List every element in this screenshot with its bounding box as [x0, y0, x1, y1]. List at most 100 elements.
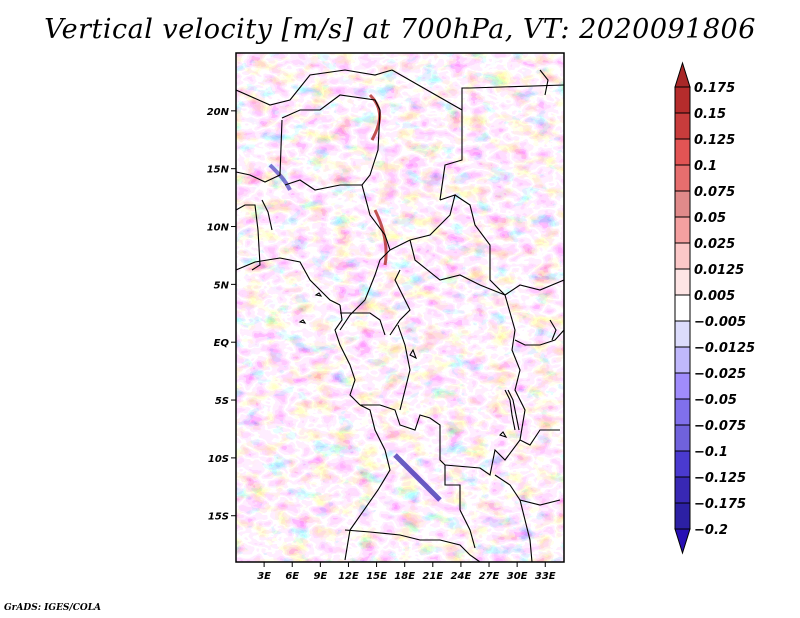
x-tick-label: 21E	[422, 571, 443, 582]
lake-outline	[504, 389, 516, 431]
colorbar-swatch	[674, 398, 691, 426]
colorbar-label: 0.125	[694, 133, 735, 148]
y-tick-label: 20N	[207, 107, 230, 118]
colorbar-swatch	[674, 86, 691, 114]
shaded-field	[236, 53, 564, 562]
grads-credit: GrADS: IGES/COLA	[4, 603, 102, 613]
colorbar-label: −0.175	[694, 497, 746, 512]
map-frame	[235, 52, 565, 563]
y-tick-label: EQ	[214, 338, 230, 349]
colorbar-label: −0.075	[694, 419, 746, 434]
x-tick-label: 3E	[257, 571, 271, 582]
x-tick-label: 12E	[338, 571, 359, 582]
x-tick-label: 24E	[451, 571, 472, 582]
border-line	[504, 294, 560, 446]
colorbar-label: −0.05	[694, 393, 737, 408]
border-line	[389, 194, 456, 251]
colorbar-swatch	[674, 346, 691, 374]
border-line	[281, 94, 381, 119]
border-line	[284, 109, 381, 191]
border-line	[514, 329, 564, 346]
border-line	[236, 257, 341, 306]
border-line	[340, 312, 386, 336]
colorbar-swatch	[674, 190, 691, 218]
y-tick-label: 15S	[208, 512, 229, 523]
country-borders	[236, 69, 564, 562]
x-axis: 3E 6E 9E 12E 15E 18E 21E 24E 27E 30E 33E	[257, 562, 556, 582]
x-tick-label: 9E	[313, 571, 327, 582]
coastline	[344, 404, 391, 561]
y-tick-label: 15N	[207, 165, 230, 176]
border-line	[397, 324, 411, 411]
x-tick-label: 15E	[366, 571, 387, 582]
border-line	[261, 199, 273, 231]
colorbar-swatch	[674, 112, 691, 140]
border-line	[459, 509, 476, 549]
colorbar-swatch	[674, 320, 691, 348]
colorbar-swatch	[674, 450, 691, 478]
colorbar-label: 0.175	[694, 81, 735, 96]
colorbar-swatch	[674, 424, 691, 452]
feature-downdraft-band	[268, 163, 292, 191]
border-line	[236, 69, 393, 106]
border-line	[339, 184, 391, 331]
border-line	[409, 239, 506, 296]
x-tick-label: 30E	[507, 571, 528, 582]
colorbar-swatch	[674, 294, 691, 322]
colorbar-label: −0.125	[694, 471, 746, 486]
y-tick-label: 10N	[207, 223, 230, 234]
border-line	[344, 529, 481, 562]
colorbar-label: 0.05	[694, 211, 726, 226]
colorbar-extend-max	[674, 61, 691, 88]
vertical-velocity-shading	[236, 53, 564, 562]
border-line	[391, 69, 463, 201]
colorbar-extend-min	[674, 528, 691, 555]
colorbar-label: −0.005	[694, 315, 746, 330]
coastline	[334, 304, 361, 406]
border-line	[360, 404, 461, 510]
y-axis: 20N 15N 10N 5N EQ 5S 10S 15S	[207, 107, 236, 523]
border-line	[539, 69, 549, 96]
lake-outline	[507, 389, 520, 431]
colorbar-label: 0.0125	[694, 263, 744, 278]
feature-updraft-streak	[373, 209, 388, 266]
y-tick-label: 5S	[215, 396, 229, 407]
colorbar-label: −0.2	[694, 523, 728, 538]
border-line	[454, 194, 564, 296]
border-line	[461, 87, 470, 110]
colorbar-label: 0.005	[694, 289, 735, 304]
colorbar-swatch	[674, 476, 691, 504]
x-tick-label: 33E	[535, 571, 556, 582]
colorbar-swatch	[674, 372, 691, 400]
colorbar-label: 0.025	[694, 237, 735, 252]
colorbar-swatch	[674, 164, 691, 192]
colorbar-label: 0.1	[694, 159, 717, 174]
x-tick-label: 6E	[285, 571, 299, 582]
island-outline	[298, 319, 307, 324]
island-outline	[314, 292, 323, 297]
colorbar-swatch	[674, 268, 691, 296]
colorbar-label: 0.075	[694, 185, 735, 200]
lake-outline	[498, 431, 508, 438]
x-tick-label: 27E	[479, 571, 500, 582]
y-tick-label: 10S	[208, 454, 229, 465]
colorbar-swatch	[674, 242, 691, 270]
x-tick-label: 18E	[394, 571, 415, 582]
border-line	[236, 119, 283, 183]
lake-outline	[409, 348, 418, 360]
colorbar-label: 0.15	[694, 107, 726, 122]
border-line	[469, 84, 564, 89]
border-line	[519, 499, 533, 562]
colorbar-label: −0.0125	[694, 341, 755, 356]
colorbar-label: −0.025	[694, 367, 746, 382]
border-line	[444, 439, 521, 476]
lake-outline	[549, 319, 557, 341]
colorbar-swatch	[674, 138, 691, 166]
border-line	[389, 269, 411, 336]
chart-title: Vertical velocity [m/s] at 700hPa, VT: 2…	[44, 14, 756, 45]
colorbar: 0.175 0.15 0.125 0.1 0.075 0.05 0.025 0.0125 0.0…	[674, 61, 755, 555]
colorbar-swatch	[674, 216, 691, 244]
y-tick-label: 5N	[214, 280, 230, 291]
border-line	[236, 204, 261, 271]
